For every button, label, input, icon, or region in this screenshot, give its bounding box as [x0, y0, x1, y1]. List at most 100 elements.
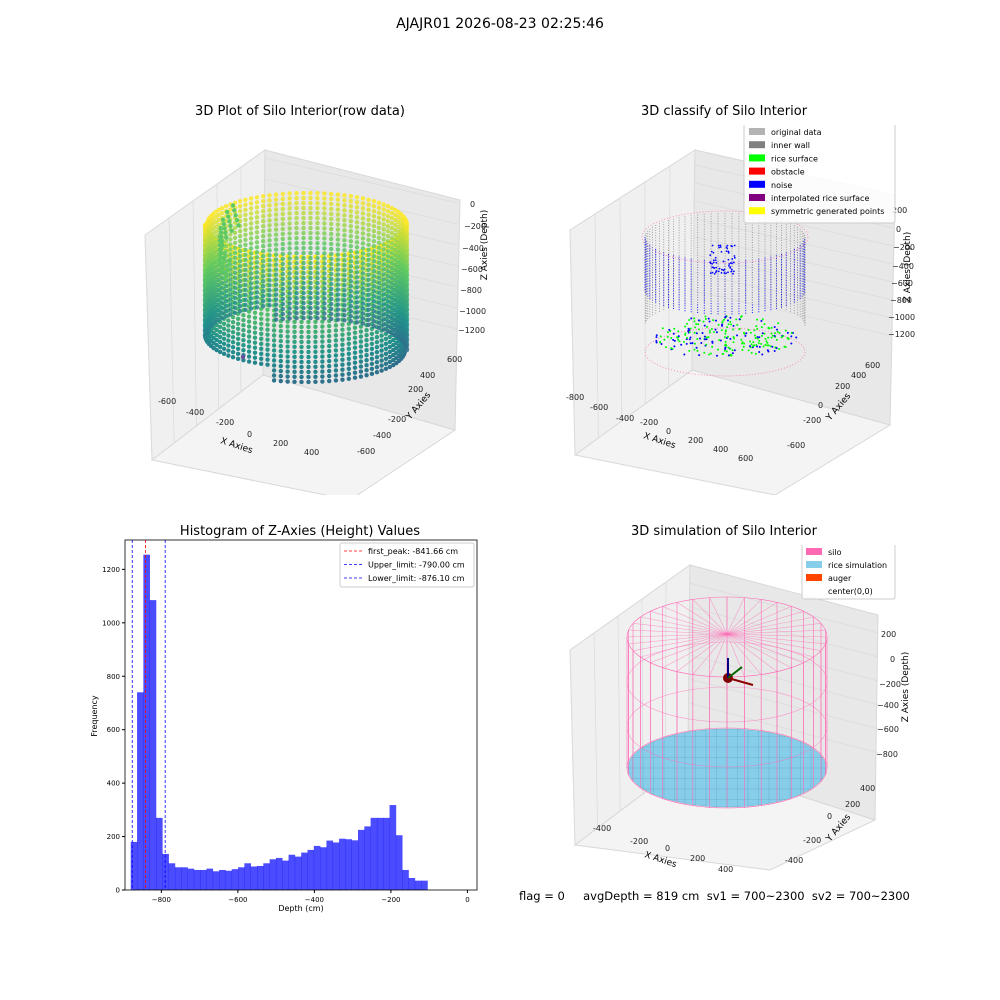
histogram-bars — [130, 554, 428, 890]
data-point — [248, 271, 254, 276]
data-point — [258, 356, 264, 361]
rice-point — [719, 339, 722, 342]
noise-point — [717, 244, 720, 247]
data-point — [287, 281, 292, 286]
data-point — [315, 280, 320, 286]
rice-point — [723, 318, 726, 321]
histogram-bar — [301, 852, 308, 890]
data-point — [273, 267, 279, 272]
data-point — [216, 297, 221, 303]
data-point — [322, 221, 327, 226]
data-point — [335, 222, 341, 227]
data-point — [301, 310, 306, 316]
data-point — [294, 290, 299, 296]
data-point — [333, 323, 339, 328]
rice-point — [690, 317, 693, 320]
data-point — [254, 270, 260, 275]
data-point — [260, 239, 266, 244]
silo-top-outline — [641, 210, 809, 264]
data-point — [308, 190, 313, 196]
silo-roof-line — [726, 599, 762, 635]
data-point — [292, 334, 297, 340]
noise-point — [725, 272, 727, 275]
data-point — [342, 268, 347, 273]
data-point — [340, 342, 345, 347]
data-point — [223, 288, 229, 294]
rice-point — [677, 335, 680, 338]
data-point — [320, 354, 325, 359]
data-point — [235, 331, 241, 336]
data-point — [246, 339, 252, 344]
z-axis-ticks: 200 0 −200 −400 −600 −800 −1000 −1200 — [888, 206, 918, 339]
data-point — [358, 349, 364, 354]
data-point — [285, 359, 290, 364]
data-point — [366, 267, 371, 272]
rice-point — [743, 342, 746, 345]
data-point — [301, 270, 306, 276]
data-point — [273, 217, 279, 222]
data-point — [243, 247, 248, 252]
rice-point — [784, 329, 787, 332]
data-point — [216, 307, 221, 313]
data-point — [230, 350, 236, 355]
rice-point — [693, 331, 696, 334]
data-point — [328, 191, 334, 197]
data-point — [232, 265, 238, 270]
data-point — [340, 327, 345, 332]
rice-point — [686, 336, 689, 339]
data-point — [342, 238, 347, 243]
data-point — [226, 214, 231, 219]
silo-roof-line — [726, 633, 822, 651]
data-point — [335, 217, 341, 222]
rice-point — [790, 342, 793, 345]
data-point — [221, 321, 227, 327]
data-point — [246, 354, 252, 359]
noise-point — [714, 259, 717, 262]
data-point — [218, 225, 223, 231]
rice-point — [680, 343, 683, 346]
data-point — [248, 306, 254, 311]
data-point — [299, 319, 304, 325]
data-point — [271, 328, 277, 333]
rice-point — [717, 323, 720, 326]
rice-point — [749, 331, 752, 334]
data-point — [306, 339, 311, 345]
rice-point — [724, 329, 727, 332]
data-point — [364, 338, 369, 343]
data-point — [404, 235, 409, 240]
rice-point — [672, 338, 675, 341]
silo-roof-line — [726, 602, 778, 635]
noise-point — [717, 270, 720, 273]
rice-point — [701, 331, 704, 334]
rice-point — [732, 341, 735, 344]
data-point — [230, 203, 236, 208]
rice-point — [770, 326, 773, 329]
data-point — [342, 258, 347, 263]
noise-point — [712, 259, 715, 262]
data-point — [333, 333, 339, 338]
histogram-bar — [414, 880, 422, 890]
rice-point — [729, 316, 732, 319]
data-point — [232, 230, 238, 235]
data-point — [404, 305, 409, 310]
legend-swatch — [749, 128, 765, 135]
data-point — [294, 215, 299, 221]
grid-line — [594, 213, 599, 439]
data-point — [322, 246, 327, 251]
data-point — [313, 354, 318, 360]
data-point — [217, 260, 223, 265]
rice-point — [678, 340, 681, 343]
data-point — [294, 270, 299, 276]
histogram-bar — [389, 805, 397, 890]
data-point — [364, 353, 369, 358]
data-point — [322, 286, 327, 291]
data-point — [223, 308, 229, 314]
data-point — [254, 210, 260, 215]
data-point — [404, 275, 409, 280]
data-point — [258, 341, 264, 346]
noise-point — [715, 266, 718, 269]
data-point — [389, 320, 395, 326]
data-point — [348, 274, 354, 279]
data-point — [278, 358, 284, 364]
data-point — [320, 334, 325, 339]
